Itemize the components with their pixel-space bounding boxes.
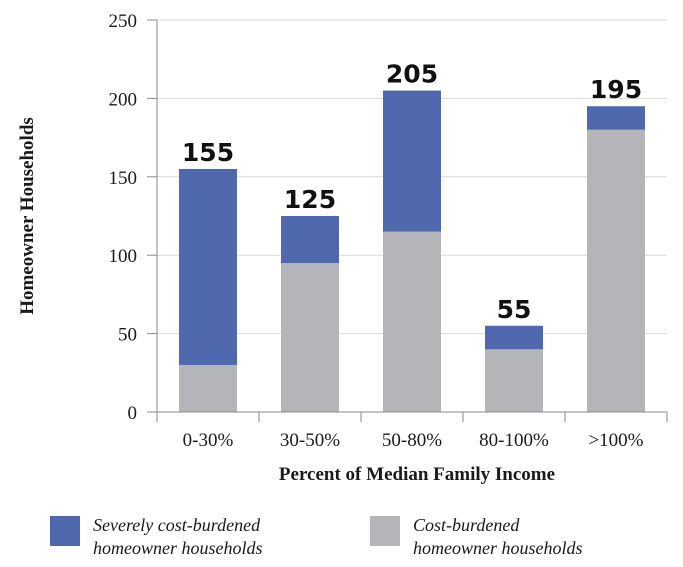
bar-cost-burdened [485,349,543,412]
data-labels: 155 125 205 55 195 [182,60,642,324]
bar-total-label: 155 [182,138,234,167]
y-axis-title: Homeowner Households [17,117,38,315]
x-tick-label: 30-50% [280,430,340,451]
legend-label-severe-line1: Severely cost-burdened [93,515,261,535]
bar-total-label: 205 [386,60,438,89]
y-tick-label: 200 [109,89,138,110]
legend-label-cost-burdened-line1: Cost-burdened [413,515,520,535]
x-tick-label: 0-30% [183,430,234,451]
y-tick-label: 0 [128,403,138,424]
axes: 0 50 100 150 200 250 0-30% 30-50% 50-80% 80-100% >… [109,11,668,451]
legend: Severely cost-burdened homeowner househo… [50,515,583,558]
bar-severely-cost-burdened [485,325,543,350]
bars [179,90,645,412]
x-tick-label: 50-80% [382,430,442,451]
x-tick-label: 80-100% [479,430,549,451]
bar-cost-burdened [281,263,339,412]
bar-severely-cost-burdened [281,216,339,264]
x-tick-label: >100% [588,430,643,451]
bar-severely-cost-burdened [383,90,441,232]
bar-total-label: 195 [590,75,642,104]
bar-total-label: 125 [284,185,336,214]
y-tick-label: 250 [109,11,138,32]
bar-severely-cost-burdened [179,168,237,365]
y-tick-label: 150 [109,168,138,189]
bar-cost-burdened [383,231,441,412]
bar-cost-burdened [179,364,237,412]
y-tick-label: 100 [109,246,138,267]
legend-swatch-cost-burdened [370,516,400,546]
bar-severely-cost-burdened [587,106,645,130]
legend-swatch-severe [50,516,80,546]
y-tick-label: 50 [118,325,137,346]
bar-total-label: 55 [497,295,532,324]
bar-cost-burdened [587,129,645,412]
legend-label-severe-line2: homeowner households [93,538,263,558]
x-axis-title: Percent of Median Family Income [279,464,555,485]
legend-label-cost-burdened-line2: homeowner households [413,538,583,558]
